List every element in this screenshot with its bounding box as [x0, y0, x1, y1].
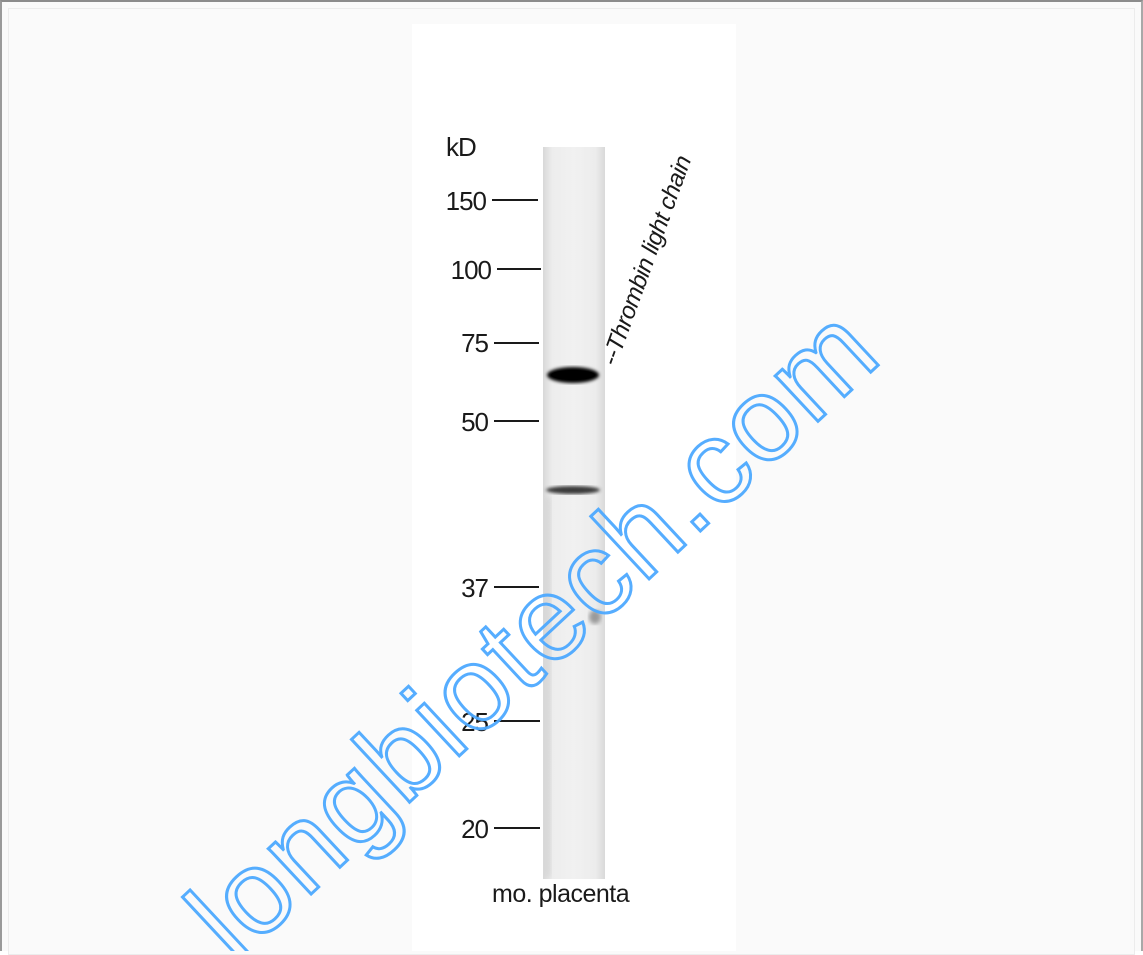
sample-label: mo. placenta	[492, 880, 630, 908]
marker-tick-100	[497, 268, 541, 270]
marker-150: 150	[445, 186, 487, 216]
marker-75: 75	[461, 328, 489, 358]
marker-20: 20	[461, 814, 489, 844]
marker-100: 100	[450, 255, 492, 285]
marker-tick-37	[494, 586, 539, 588]
marker-25: 25	[461, 707, 489, 737]
marker-tick-25	[494, 720, 540, 722]
band-secondary	[546, 486, 600, 494]
unit-label: kD	[446, 132, 477, 162]
marker-50: 50	[461, 407, 489, 437]
marker-tick-20	[494, 827, 540, 829]
marker-37: 37	[461, 573, 489, 603]
lane-edge-shadow	[545, 497, 551, 877]
band-thrombin-core	[551, 370, 595, 380]
marker-tick-75	[494, 342, 539, 344]
faint-spot	[589, 610, 601, 624]
blot-lane	[543, 147, 605, 879]
marker-tick-50	[494, 420, 539, 422]
marker-tick-150	[492, 199, 538, 201]
lane-background	[543, 147, 605, 879]
